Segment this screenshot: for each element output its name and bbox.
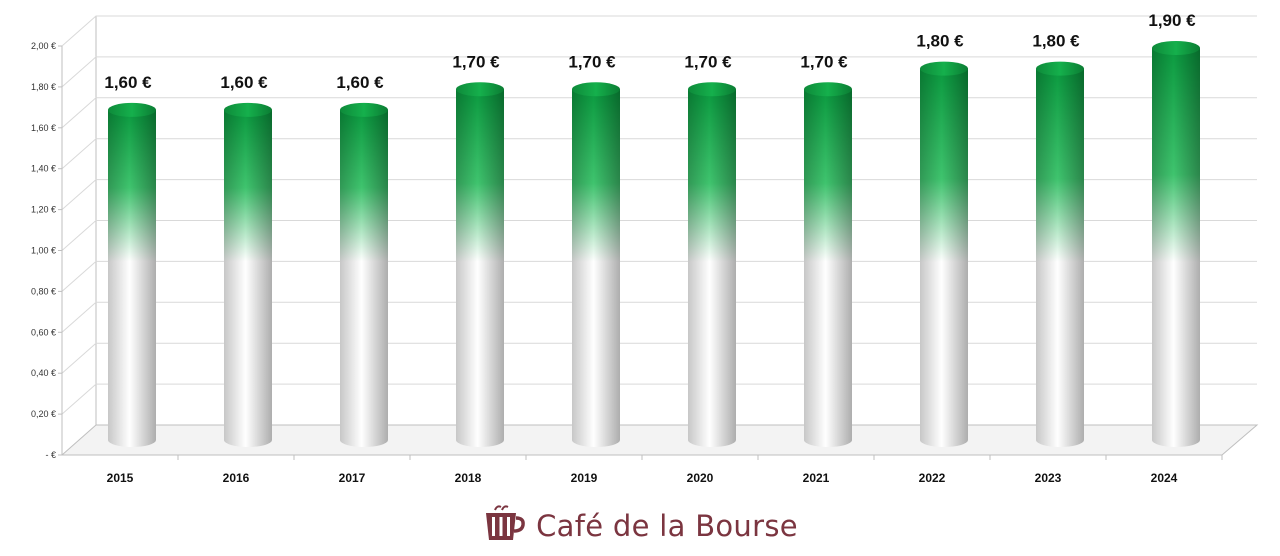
bar (224, 102, 272, 447)
x-tick-label: 2019 (571, 471, 598, 485)
gridline (61, 260, 1257, 292)
x-tick-label: 2016 (223, 471, 250, 485)
bar-chart: - € 0,20 € 0,40 € 0,60 € 0,80 € 1,00 € 1,20 € 1… (31, 11, 1259, 485)
brand-name: Café de la Bourse (536, 509, 798, 543)
gridline (61, 56, 1257, 88)
gridline (61, 179, 1257, 210)
bar (920, 61, 968, 447)
bar-top (1152, 41, 1200, 55)
coffee-cup-icon (482, 504, 526, 549)
data-label: 1,60 € (220, 73, 268, 92)
bar (572, 82, 620, 448)
bar-top (456, 82, 504, 97)
data-label: 1,60 € (104, 73, 152, 92)
y-tick-label: 0,80 € (31, 286, 56, 296)
x-tick-label: 2021 (803, 471, 830, 485)
bar (1152, 41, 1200, 447)
data-label: 1,70 € (800, 52, 848, 71)
brand-logo: Café de la Bourse (0, 500, 1280, 552)
bar-top (572, 82, 620, 97)
gridline (61, 301, 1257, 333)
y-tick-label: 0,60 € (31, 327, 56, 337)
bar-top (340, 102, 388, 117)
gridline (61, 138, 1257, 170)
bar-top (920, 61, 968, 76)
data-label: 1,80 € (916, 32, 964, 51)
bar-top (1036, 61, 1084, 76)
y-tick-label: 1,80 € (31, 82, 56, 92)
x-tick-label: 2015 (107, 471, 134, 485)
bar (456, 82, 504, 448)
gridline (61, 15, 1257, 47)
data-label: 1,90 € (1148, 11, 1196, 30)
data-label: 1,70 € (568, 52, 616, 71)
bar (108, 102, 156, 447)
bar (340, 102, 388, 447)
y-tick-label: 2,00 € (31, 41, 56, 51)
y-tick-label: 1,40 € (31, 164, 56, 174)
y-tick-label: 1,00 € (31, 246, 56, 256)
y-tick-label: - € (45, 450, 56, 460)
gridline (61, 220, 1257, 251)
data-label: 1,70 € (452, 52, 500, 71)
bar-top (804, 82, 852, 97)
x-tick-label: 2017 (339, 471, 366, 485)
bar (1036, 61, 1084, 447)
y-tick-label: 0,40 € (31, 368, 56, 378)
bar (804, 82, 852, 448)
bar-top (224, 102, 272, 117)
y-tick-label: 1,20 € (31, 205, 56, 215)
y-tick-label: 0,20 € (31, 409, 56, 419)
x-tick-label: 2022 (919, 471, 946, 485)
x-tick-label: 2023 (1035, 471, 1062, 485)
data-label: 1,60 € (336, 73, 384, 92)
x-tick-label: 2018 (455, 471, 482, 485)
x-tick-label: 2024 (1151, 471, 1178, 485)
data-label: 1,70 € (684, 52, 732, 71)
bar-top (108, 102, 156, 117)
bar (688, 82, 736, 448)
y-tick-label: 1,60 € (31, 123, 56, 133)
data-label: 1,80 € (1032, 32, 1080, 51)
gridline (61, 383, 1257, 415)
gridline (61, 342, 1257, 374)
x-tick-label: 2020 (687, 471, 714, 485)
bar-top (688, 82, 736, 97)
gridline (61, 97, 1257, 129)
